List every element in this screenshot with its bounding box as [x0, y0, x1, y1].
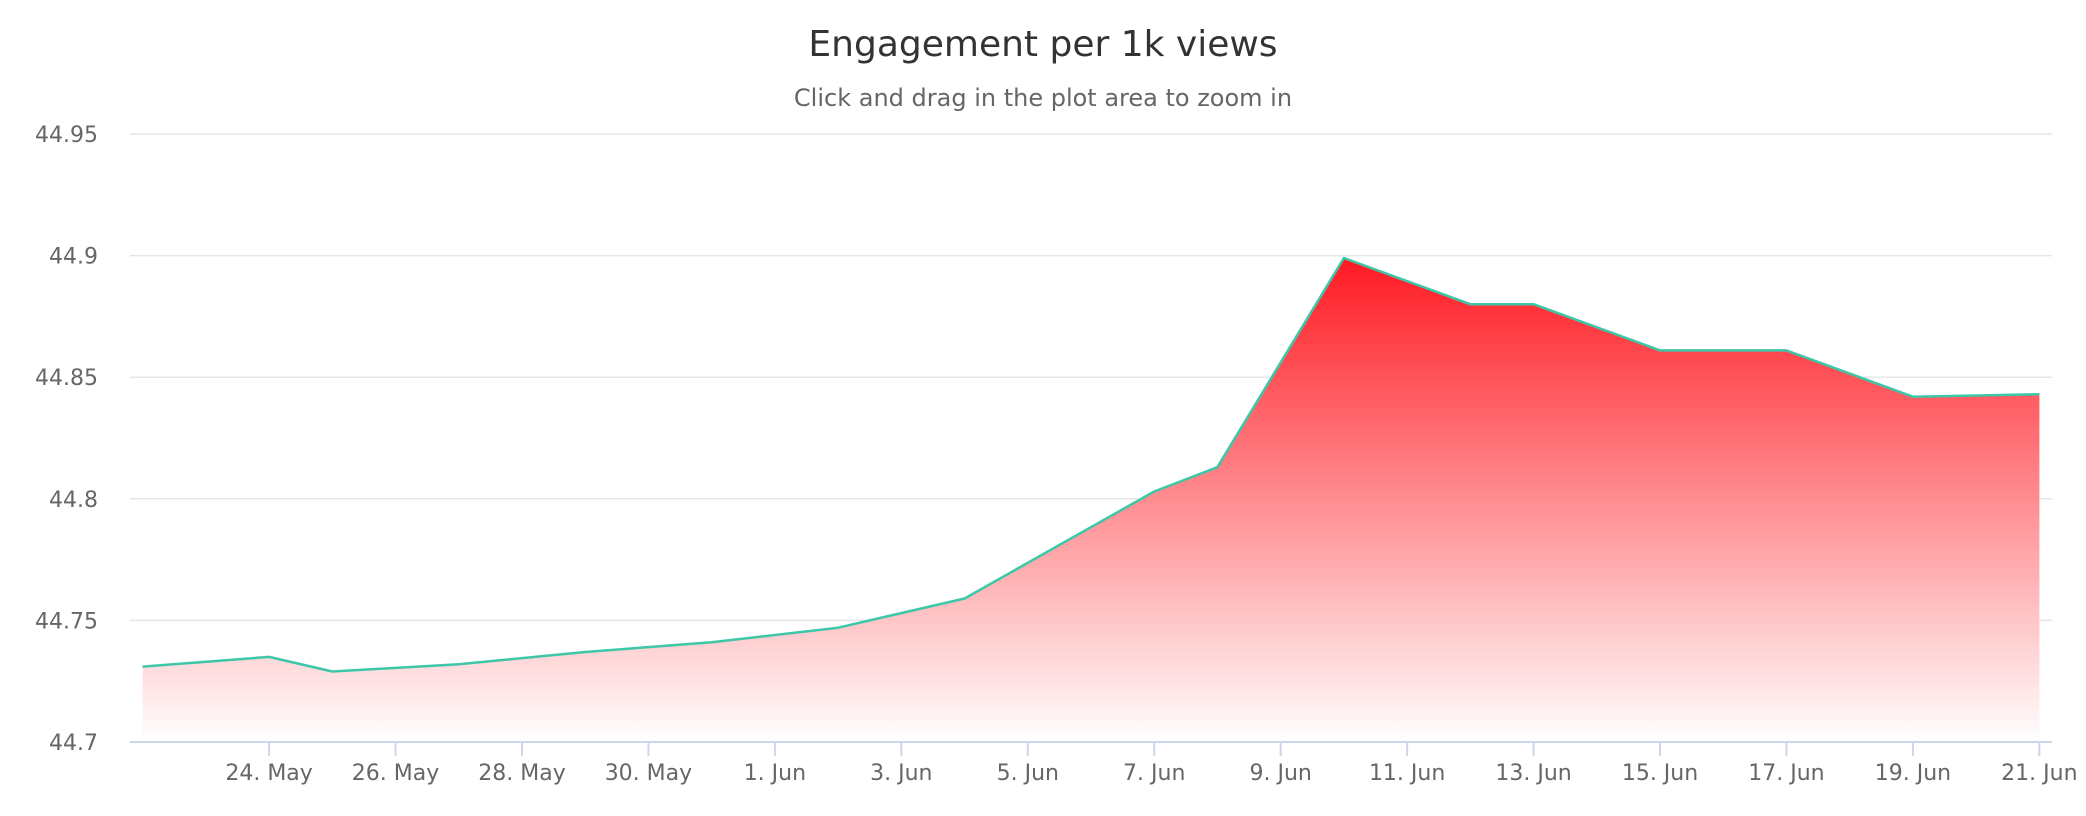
chart-title: Engagement per 1k views — [808, 24, 1278, 65]
x-tick-label: 3. Jun — [870, 761, 932, 786]
x-tick-label: 30. May — [605, 761, 692, 786]
x-tick-label: 28. May — [478, 761, 565, 786]
y-tick-label: 44.95 — [35, 123, 98, 148]
y-tick-label: 44.75 — [35, 609, 98, 634]
x-tick-label: 7. Jun — [1123, 761, 1185, 786]
x-tick-label: 21. Jun — [2001, 761, 2077, 786]
x-tick-label: 1. Jun — [744, 761, 806, 786]
x-tick-label: 17. Jun — [1748, 761, 1824, 786]
x-tick-label: 5. Jun — [997, 761, 1059, 786]
x-axis — [130, 741, 2052, 756]
x-tick-label: 9. Jun — [1249, 761, 1311, 786]
y-tick-label: 44.9 — [49, 245, 98, 270]
axis-labels: 44.95 44.9 44.85 44.8 44.75 44.7 24. May 26. Ma… — [35, 123, 2078, 786]
x-tick-label: 11. Jun — [1369, 761, 1445, 786]
area-series — [142, 256, 2040, 742]
series-line[interactable] — [142, 256, 2040, 673]
x-tick-label: 13. Jun — [1495, 761, 1571, 786]
y-tick-label: 44.85 — [35, 366, 98, 391]
x-tick-label: 24. May — [225, 761, 312, 786]
y-tick-label: 44.7 — [49, 731, 98, 756]
x-tick-label: 19. Jun — [1875, 761, 1951, 786]
y-tick-label: 44.8 — [49, 488, 98, 513]
chart-subtitle: Click and drag in the plot area to zoom … — [793, 84, 1293, 112]
area-fill — [142, 258, 2040, 742]
x-tick-label: 15. Jun — [1622, 761, 1698, 786]
x-tick-label: 26. May — [352, 761, 439, 786]
